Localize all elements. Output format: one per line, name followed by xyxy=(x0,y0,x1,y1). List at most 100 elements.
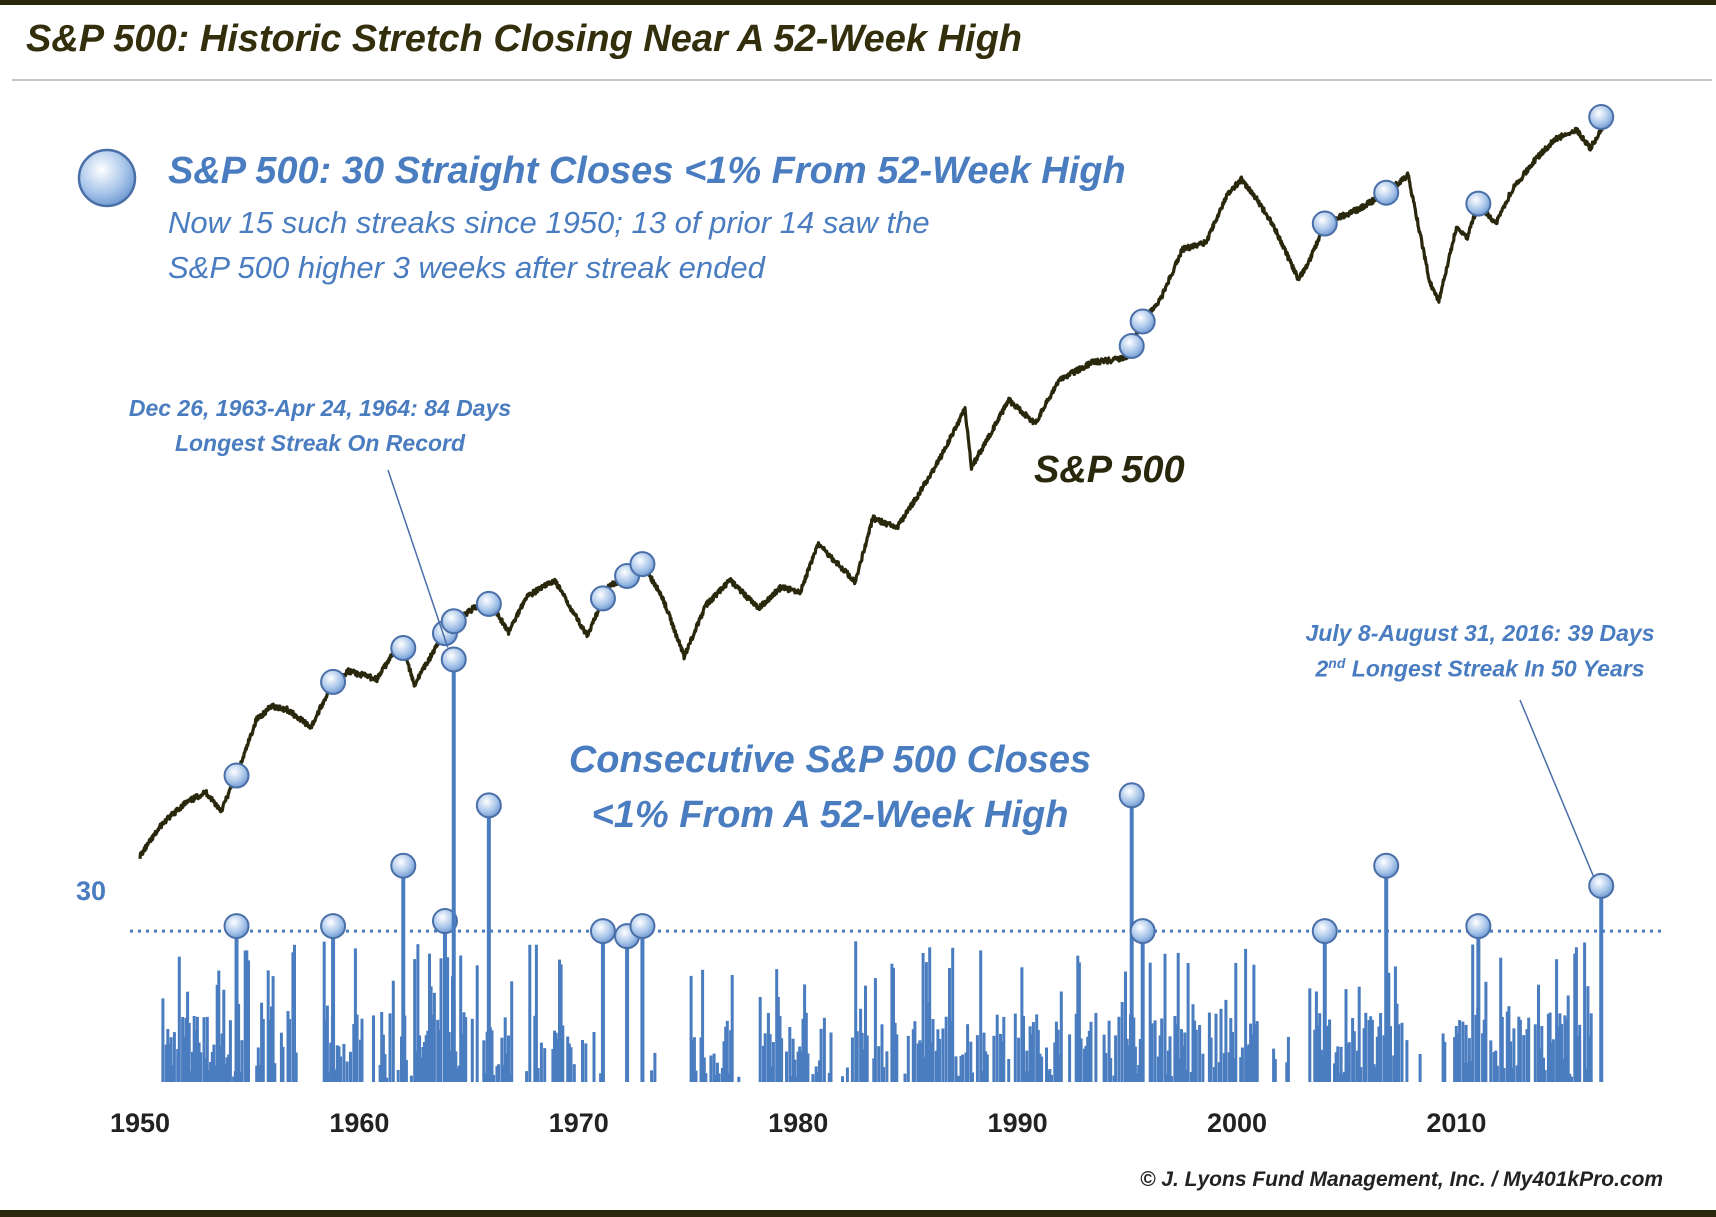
streak-bar xyxy=(1379,1013,1383,1082)
streak-bar xyxy=(1313,1029,1317,1082)
sp500-marker xyxy=(475,590,502,617)
streak-bar xyxy=(240,1040,244,1082)
streak-bar xyxy=(1254,1024,1257,1082)
streak-bar xyxy=(814,1066,818,1082)
streak-bar xyxy=(689,975,693,1082)
streak-bar xyxy=(220,1033,224,1082)
streak-bar xyxy=(1389,1026,1392,1082)
streak-bar xyxy=(778,1015,782,1082)
streak-bar xyxy=(1574,947,1578,1082)
streak-bar xyxy=(924,962,928,1082)
streak-bar xyxy=(715,1062,719,1082)
streak-bar xyxy=(712,1053,716,1082)
streak-bar xyxy=(1086,1036,1090,1082)
streak-bar xyxy=(1351,1018,1355,1082)
streak-bar xyxy=(737,1076,741,1082)
streak-bar xyxy=(775,969,779,1082)
streak-bar xyxy=(1588,1036,1592,1082)
streak-bar xyxy=(372,1015,375,1082)
streak-bar xyxy=(1458,1020,1462,1082)
streak-bar xyxy=(214,1065,217,1082)
streak-bar xyxy=(1334,1052,1338,1082)
streak-bar xyxy=(1548,1012,1552,1082)
streak-bar xyxy=(1176,952,1180,1082)
streak-bar xyxy=(205,1016,209,1082)
annotation-1963: Dec 26, 1963-Apr 24, 1964: 84 Days Longe… xyxy=(95,395,545,457)
x-tick-label: 2010 xyxy=(1426,1108,1487,1138)
streak-bar xyxy=(729,1030,733,1082)
streak-bar xyxy=(1515,1065,1519,1082)
streak-bar xyxy=(322,941,326,1082)
streak-bar xyxy=(1471,944,1475,1082)
sp500-marker xyxy=(1465,190,1492,217)
streak-bar xyxy=(1127,1045,1131,1082)
streak-bar xyxy=(281,1046,285,1082)
streak-bar xyxy=(1418,1054,1422,1082)
streak-bar xyxy=(455,1068,459,1082)
streak-bar xyxy=(982,1032,986,1082)
streak-bar xyxy=(1272,1048,1276,1082)
streak-bar xyxy=(916,1043,920,1082)
streak-bar xyxy=(161,998,165,1082)
sp500-marker xyxy=(440,608,467,635)
streak-bar xyxy=(801,1018,805,1082)
streak-bar xyxy=(1507,1006,1511,1082)
streak-marker xyxy=(390,852,417,879)
streak-bar xyxy=(423,1042,426,1082)
streak-marker xyxy=(1373,852,1400,879)
streak-bar xyxy=(187,1023,191,1082)
streak-bar xyxy=(1286,1036,1290,1082)
streak-bar xyxy=(1568,1073,1572,1082)
streak-bar xyxy=(421,1047,425,1082)
streak-bar xyxy=(1135,1073,1139,1082)
streak-marker xyxy=(431,908,458,935)
streak-bar xyxy=(1156,1056,1160,1082)
streak-bar xyxy=(572,1064,576,1082)
sp500-marker xyxy=(1588,104,1615,131)
streak-bar xyxy=(893,1022,897,1082)
streak-bar xyxy=(429,986,433,1082)
reference-line-label: 30 xyxy=(76,876,107,906)
streak-bar xyxy=(1222,1053,1226,1082)
streak-bar xyxy=(1132,1017,1136,1082)
streak-bar xyxy=(1198,1025,1202,1082)
streak-bar xyxy=(931,1019,935,1082)
sp500-marker xyxy=(629,551,656,578)
streak-bar xyxy=(215,984,219,1082)
streak-bar xyxy=(1217,1062,1221,1082)
streak-bar xyxy=(1316,1025,1320,1082)
streak-bar xyxy=(975,1035,979,1082)
streak-bar xyxy=(1007,1059,1011,1082)
streak-bar xyxy=(172,1032,176,1082)
streak-bar xyxy=(197,1042,201,1082)
streak-bar xyxy=(186,991,190,1082)
streak-bar xyxy=(388,1013,392,1082)
streak-bar xyxy=(1499,957,1503,1082)
streak-bar xyxy=(492,1074,496,1082)
streak-bar xyxy=(725,1020,729,1082)
streak-bar xyxy=(717,1073,721,1082)
streak-bar xyxy=(1510,1067,1514,1082)
streak-bar xyxy=(951,947,955,1082)
streak-bar xyxy=(1025,1050,1029,1082)
streak-bar xyxy=(1518,1019,1522,1082)
streak-bar xyxy=(360,1018,364,1082)
streak-bar xyxy=(709,1055,713,1082)
streak-bar xyxy=(1232,1058,1236,1082)
streak-bar xyxy=(232,1076,236,1082)
streak-marker xyxy=(629,913,656,940)
streak-bar xyxy=(1393,966,1397,1082)
streak-bar xyxy=(890,963,894,1082)
streak-bar xyxy=(964,1052,968,1082)
lower-title-line1: Consecutive S&P 500 Closes xyxy=(568,739,1092,781)
streak-bar xyxy=(245,950,249,1082)
streak-bar xyxy=(941,1028,945,1082)
streak-bar xyxy=(449,1050,453,1082)
streak-bar xyxy=(329,1042,333,1082)
streak-bar xyxy=(1194,1029,1198,1082)
streak-bar xyxy=(418,1035,422,1082)
streak-bar xyxy=(1082,1048,1086,1082)
streak-bar xyxy=(383,1054,387,1082)
streak-bar xyxy=(1117,1016,1121,1082)
streak-bar xyxy=(1180,1029,1183,1082)
